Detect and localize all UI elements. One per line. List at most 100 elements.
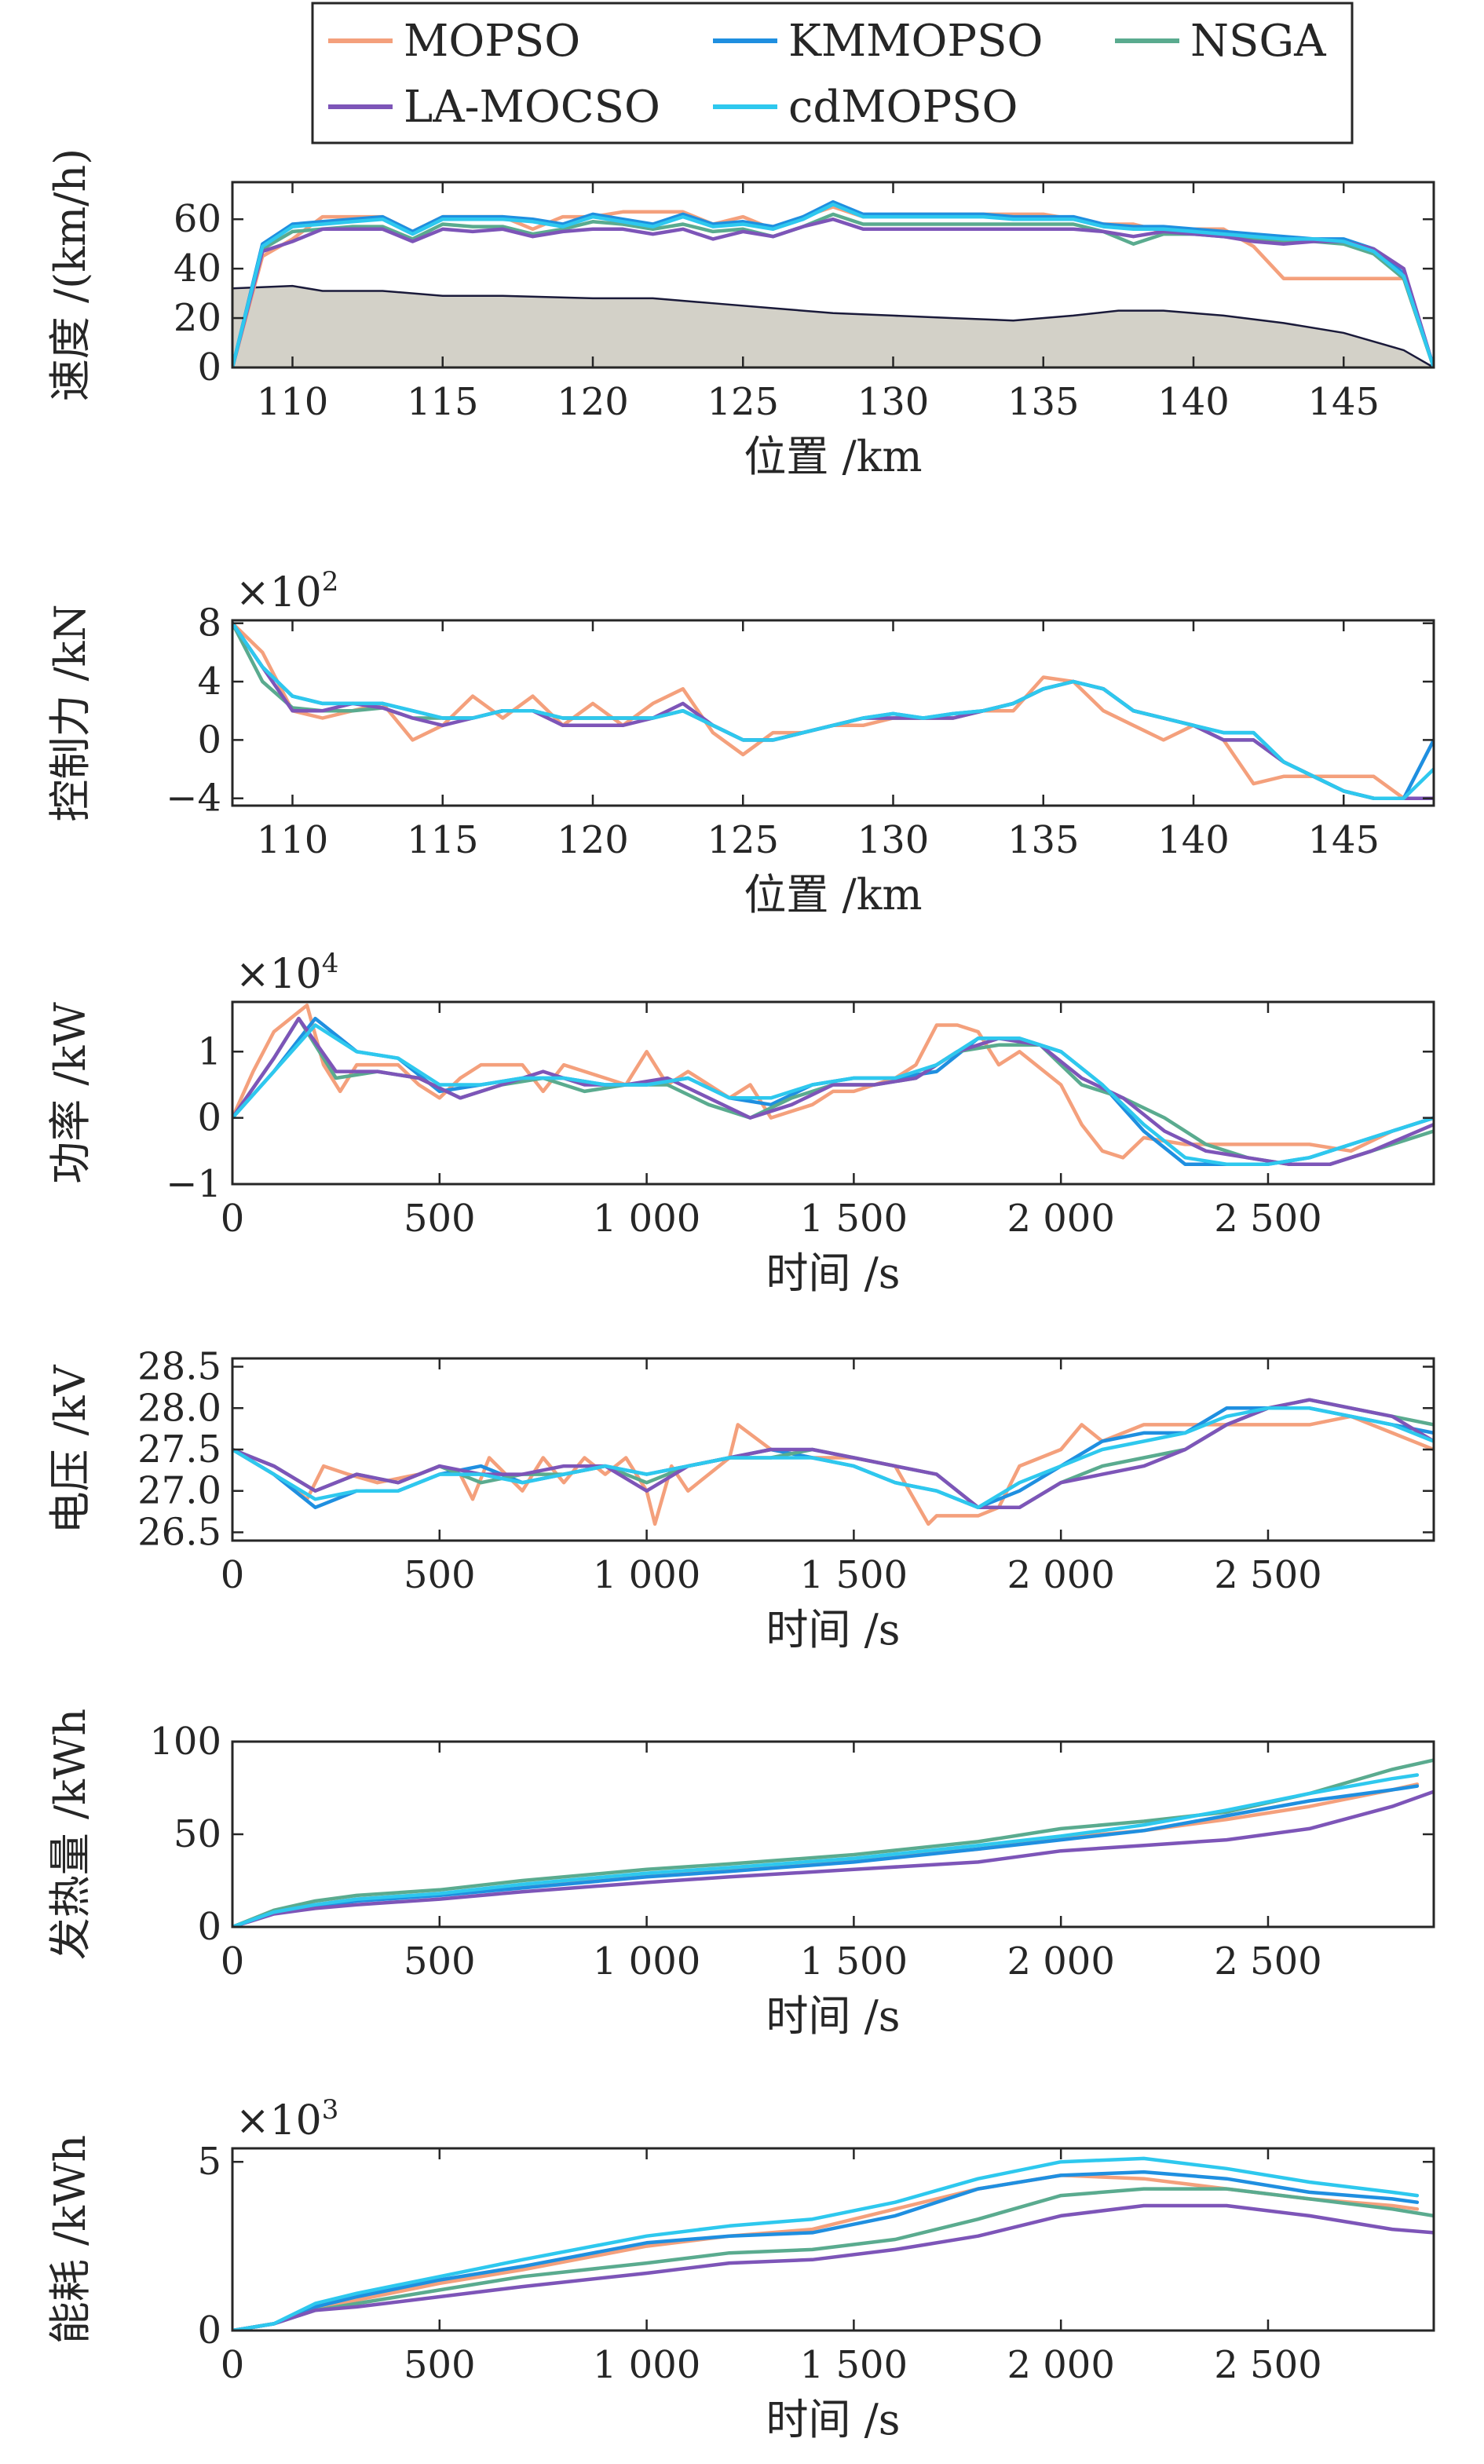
axes-box xyxy=(231,619,1435,807)
x-tick-label: 0 xyxy=(221,1939,245,1983)
x-tick-label: 2 000 xyxy=(1007,1939,1114,1983)
legend: MOPSO KMMOPSO NSGA LA-MOCSO cdMOPSO xyxy=(311,2,1354,144)
x-tick-label: 125 xyxy=(707,818,779,862)
series-line-kmmopso xyxy=(232,2170,1420,2331)
x-tick-label: 135 xyxy=(1007,818,1080,862)
y-axis-label: 功率 /kW xyxy=(46,1002,95,1184)
y-tick-label: 0 xyxy=(197,1096,221,1140)
x-tick-label: 130 xyxy=(857,380,930,424)
legend-item-cdmopso: cdMOPSO xyxy=(713,82,1018,133)
x-axis-label: 位置 /km xyxy=(744,870,922,919)
legend-label: KMMOPSO xyxy=(788,16,1043,67)
x-tick-label: 1 500 xyxy=(800,1553,908,1597)
y-tick-label: 0 xyxy=(197,345,221,389)
x-tick-label: 140 xyxy=(1157,380,1230,424)
axis-multiplier: ×102 xyxy=(236,566,338,616)
y-tick-label: 50 xyxy=(174,1812,221,1856)
legend-item-la-mocso: LA-MOCSO xyxy=(328,82,660,133)
area-edge xyxy=(232,284,1434,367)
x-tick-label: 130 xyxy=(857,818,930,862)
chart-energy: 0 500 1 000 1 500 2 000 2 500 0 5 ×103 时间 /s 能耗 /k… xyxy=(46,2094,1435,2444)
axes-box xyxy=(231,181,1435,369)
series-line-la-mocso xyxy=(232,2203,1434,2331)
series-line-cdmopso xyxy=(232,1023,1434,1166)
x-tick-label: 145 xyxy=(1307,818,1380,862)
y-tick-label: 60 xyxy=(174,197,221,241)
series-line-cdmopso xyxy=(232,621,1434,800)
y-tick-label: −1 xyxy=(166,1162,221,1206)
y-tick-label: 27.5 xyxy=(137,1428,221,1471)
series-line-cdmopso xyxy=(232,2156,1420,2331)
plot-area xyxy=(232,621,1434,800)
y-axis-label: 电压 /kV xyxy=(46,1364,95,1534)
y-tick-label: 27.0 xyxy=(137,1469,221,1513)
series-line-cdmopso xyxy=(232,1406,1434,1510)
y-axis-label: 能耗 /kWh xyxy=(46,2135,95,2344)
x-tick-label: 1 000 xyxy=(593,1939,700,1983)
series-line-la-mocso xyxy=(232,1398,1434,1510)
legend-box xyxy=(311,2,1354,144)
x-tick-label: 500 xyxy=(404,1553,476,1597)
series-line-kmmopso xyxy=(232,199,1434,367)
x-tick-label: 0 xyxy=(221,1553,245,1597)
x-tick-label: 1 000 xyxy=(593,2343,700,2387)
series-line-la-mocso xyxy=(232,217,1434,367)
y-tick-label: 0 xyxy=(197,1905,221,1949)
x-tick-label: 2 000 xyxy=(1007,2343,1114,2387)
x-tick-label: 1 500 xyxy=(800,1197,908,1241)
x-tick-label: 500 xyxy=(404,2343,476,2387)
x-tick-label: 145 xyxy=(1307,380,1380,424)
area-fill xyxy=(232,286,1434,367)
x-axis-label: 时间 /s xyxy=(766,1605,900,1654)
x-tick-label: 110 xyxy=(257,818,329,862)
series-line-la-mocso xyxy=(232,1790,1434,1927)
x-tick-label: 2 500 xyxy=(1214,1197,1321,1241)
series-line-la-mocso xyxy=(232,1016,1434,1166)
y-tick-label: 0 xyxy=(197,718,221,762)
y-tick-label: 1 xyxy=(197,1029,221,1073)
plot-area xyxy=(232,199,1434,367)
x-tick-label: 115 xyxy=(407,380,479,424)
axes-box xyxy=(231,1000,1435,1186)
legend-item-kmmopso: KMMOPSO xyxy=(713,16,1043,67)
x-axis-label: 时间 /s xyxy=(766,1248,900,1298)
y-tick-label: 20 xyxy=(174,296,221,340)
legend-item-nsga: NSGA xyxy=(1115,16,1326,67)
chart-force: 110 115 120 125 130 135 140 145 −4 0 4 8 ×102 位置 /km 控… xyxy=(46,566,1435,919)
series-line-kmmopso xyxy=(232,1784,1420,1927)
y-tick-label: 8 xyxy=(197,601,221,645)
plot-area xyxy=(232,1398,1434,1526)
x-tick-label: 500 xyxy=(404,1197,476,1241)
x-tick-label: 0 xyxy=(221,1197,245,1241)
x-tick-label: 125 xyxy=(707,380,779,424)
y-tick-label: 40 xyxy=(174,247,221,291)
plot-area xyxy=(232,1003,1434,1166)
legend-label: NSGA xyxy=(1190,16,1326,67)
y-tick-label: 5 xyxy=(197,2140,221,2184)
x-tick-label: 0 xyxy=(221,2343,245,2387)
y-tick-label: 28.0 xyxy=(137,1386,221,1430)
x-tick-label: 120 xyxy=(557,380,629,424)
y-tick-label: 28.5 xyxy=(137,1345,221,1389)
x-tick-label: 500 xyxy=(404,1939,476,1983)
x-tick-label: 120 xyxy=(557,818,629,862)
x-tick-label: 140 xyxy=(1157,818,1230,862)
x-tick-label: 2 500 xyxy=(1214,2343,1321,2387)
legend-label: cdMOPSO xyxy=(788,82,1018,133)
axis-multiplier: ×104 xyxy=(236,948,338,998)
chart-voltage: 0 500 1 000 1 500 2 000 2 500 26.527.027.528.0… xyxy=(46,1345,1435,1654)
series-line-cdmopso xyxy=(232,1773,1420,1927)
series-line-mopso xyxy=(232,1003,1434,1160)
x-axis-label: 时间 /s xyxy=(766,1991,900,2041)
x-tick-label: 2 500 xyxy=(1214,1939,1321,1983)
x-axis-label: 时间 /s xyxy=(766,2395,900,2444)
x-tick-label: 110 xyxy=(257,380,329,424)
x-tick-label: 135 xyxy=(1007,380,1080,424)
chart-speed: 110 115 120 125 130 135 140 145 0 20 40 60 位置 /km 速度 … xyxy=(46,148,1435,481)
x-tick-label: 1 500 xyxy=(800,1939,908,1983)
y-axis-label: 速度 /(km/h) xyxy=(46,148,95,401)
y-tick-label: 100 xyxy=(149,1720,221,1764)
y-tick-label: 4 xyxy=(197,660,221,704)
